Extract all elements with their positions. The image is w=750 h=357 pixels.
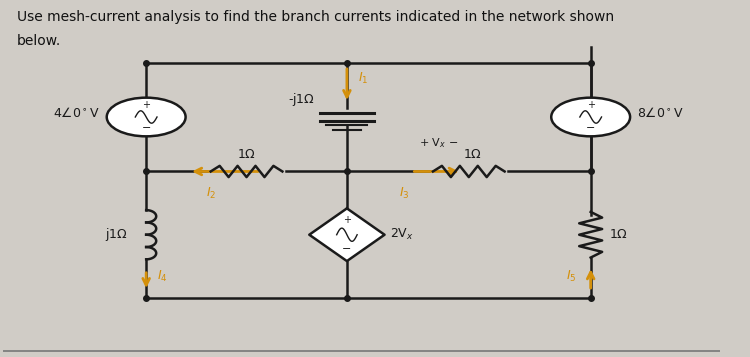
Text: +: +	[343, 215, 351, 225]
Text: below.: below.	[17, 34, 62, 49]
Text: $I_5$: $I_5$	[566, 269, 576, 285]
Text: −: −	[142, 123, 151, 133]
Text: −: −	[342, 244, 352, 254]
Text: $I_4$: $I_4$	[157, 269, 167, 285]
Text: 4$\angle$0$^\circ$V: 4$\angle$0$^\circ$V	[53, 106, 100, 120]
Text: $I_3$: $I_3$	[399, 186, 410, 201]
Text: 8$\angle$0$^\circ$V: 8$\angle$0$^\circ$V	[638, 106, 684, 120]
Text: 1$\Omega$: 1$\Omega$	[608, 228, 628, 241]
Text: $I_2$: $I_2$	[206, 186, 216, 201]
Text: −: −	[586, 123, 596, 133]
Text: +: +	[142, 100, 150, 110]
Text: 1$\Omega$: 1$\Omega$	[463, 148, 482, 161]
Text: 1$\Omega$: 1$\Omega$	[237, 148, 256, 161]
Text: j1$\Omega$: j1$\Omega$	[106, 226, 128, 243]
Text: 2V$_x$: 2V$_x$	[390, 227, 414, 242]
Text: Use mesh-current analysis to find the branch currents indicated in the network s: Use mesh-current analysis to find the br…	[17, 10, 614, 24]
Text: +: +	[586, 100, 595, 110]
Text: -j1$\Omega$: -j1$\Omega$	[287, 91, 315, 108]
Text: + V$_x$ $-$: + V$_x$ $-$	[419, 137, 458, 150]
Polygon shape	[309, 208, 385, 261]
Circle shape	[106, 98, 185, 136]
Circle shape	[551, 98, 630, 136]
Text: $I_1$: $I_1$	[358, 71, 368, 86]
